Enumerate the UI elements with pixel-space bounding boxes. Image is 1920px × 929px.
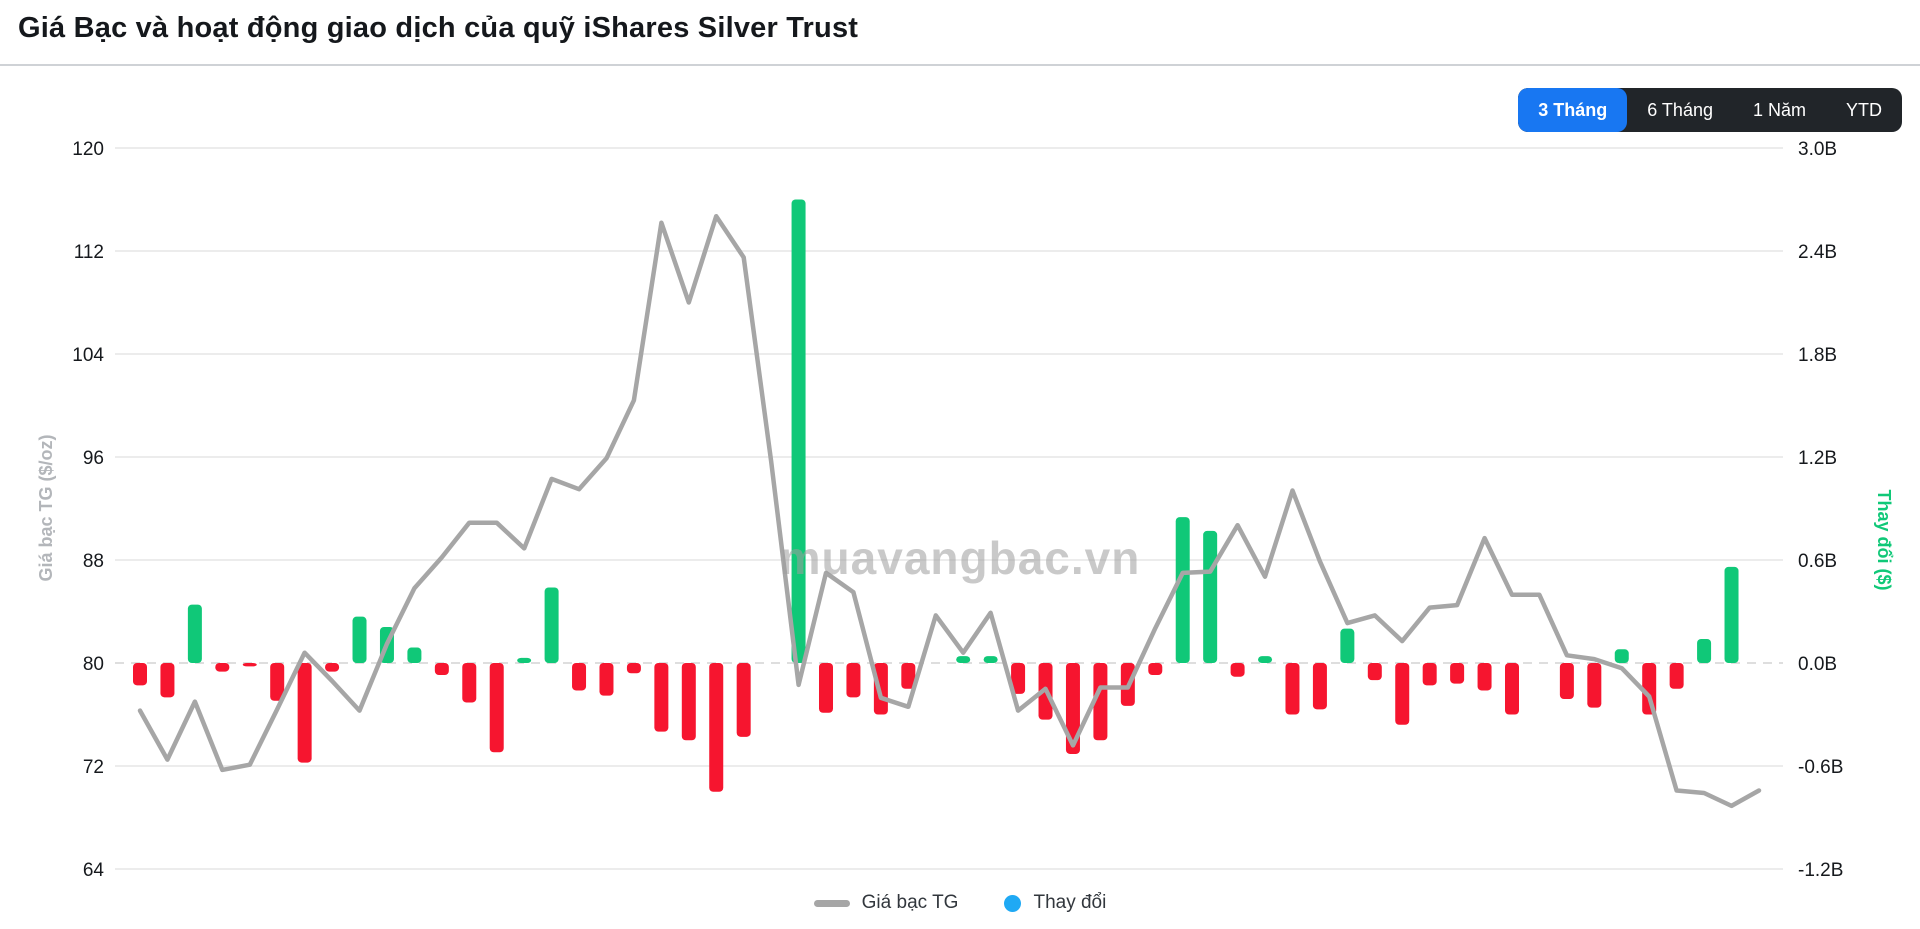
change-bar-negative [297,663,312,763]
left-axis-title: Giá bạc TG ($/oz) [36,434,56,581]
right-axis-tick-label: 3.0B [1798,139,1837,160]
change-bar-negative [1395,663,1410,725]
change-bar-negative [1587,663,1602,708]
change-bar-negative [626,663,641,674]
change-bar-positive [1724,566,1739,663]
change-bar-negative [1559,663,1574,700]
change-bar-negative [270,663,285,701]
range-button-1-nam[interactable]: 1 Năm [1733,88,1826,132]
change-bar-negative [901,663,916,689]
change-bar-positive [407,647,422,663]
change-bar-negative [846,663,861,698]
price-line [137,213,1762,809]
right-axis-tick-label: 0.6B [1798,551,1837,572]
change-bar-negative [709,663,724,792]
change-bar-negative [1669,663,1684,689]
right-axis-tick-label: -0.6B [1798,757,1843,778]
left-axis-tick-label: 120 [72,139,104,160]
left-axis-tick-label: 80 [83,654,104,675]
range-button-3-thang[interactable]: 3 Tháng [1518,88,1628,132]
right-axis-tick-label: 0.0B [1798,654,1837,675]
change-bar-positive [517,657,532,663]
change-bar-negative [242,663,257,667]
change-bar-negative [681,663,696,741]
right-axis-tick-label: 1.8B [1798,345,1837,366]
change-bar-negative [819,663,833,713]
left-axis-tick-label: 104 [72,345,104,366]
change-bar-negative [1422,663,1437,686]
change-bar-negative [1477,663,1492,691]
change-bar-negative [1285,663,1300,715]
change-bar-positive [1614,649,1629,663]
change-bar-negative [1065,663,1080,754]
left-axis-tick-label: 64 [83,860,105,881]
page-title: Giá Bạc và hoạt động giao dịch của quỹ i… [18,12,859,44]
left-axis-tick-label: 96 [83,448,104,469]
change-bar-negative [1312,663,1327,710]
change-bar-positive [1175,517,1190,663]
right-axis-tick-label: 1.2B [1798,448,1837,469]
change-bar-positive [544,587,559,663]
right-axis-title: Thay đổi ($) [1874,489,1894,590]
change-bar-negative [489,663,504,753]
change-bar-negative [1450,663,1465,684]
right-axis-tick-label: 2.4B [1798,242,1837,263]
change-bar-positive [1258,656,1273,663]
time-range-selector: 3 Tháng 6 Tháng 1 Năm YTD [1518,88,1902,132]
change-bar-negative [1230,663,1245,677]
change-bar-negative [572,663,587,691]
change-bar-negative [1148,663,1163,676]
change-bar-positive [791,199,806,663]
change-bar-negative [215,663,230,672]
change-bar-positive [1203,530,1218,663]
legend-label: Thay đổi [1033,892,1107,913]
legend-label: Giá bạc TG [861,892,959,913]
change-bar-negative [434,663,449,676]
change-bar-positive [352,616,367,663]
change-bar-positive [956,656,971,663]
change-bar-negative [654,663,669,732]
legend-item-change[interactable]: Thay đổi [1004,892,1106,914]
dot-swatch-icon [1004,894,1022,912]
change-bar-positive [983,656,998,663]
change-bar-negative [1093,663,1108,741]
left-axis-tick-label: 112 [74,242,104,263]
change-bar-negative [1011,663,1026,694]
change-bar-positive [1697,638,1712,663]
change-bar-negative [133,663,147,686]
right-axis-tick-label: -1.2B [1798,860,1843,881]
divider [0,64,1920,66]
range-button-6-thang[interactable]: 6 Tháng [1627,88,1733,132]
change-bar-negative [160,663,175,698]
change-bar-negative [599,663,614,696]
line-swatch-icon [813,899,850,907]
change-bar-negative [736,663,751,737]
legend-item-price[interactable]: Giá bạc TG [813,892,959,914]
left-axis-tick-label: 88 [83,551,104,572]
left-axis-tick-label: 72 [83,757,104,778]
change-bar-negative [1505,663,1519,715]
change-bar-positive [187,604,202,663]
change-bar-negative [1367,663,1382,681]
change-bar-positive [1340,628,1355,663]
change-bar-negative [325,663,340,672]
chart-legend: Giá bạc TG Thay đổi [0,892,1920,914]
change-bar-negative [462,663,477,703]
range-button-ytd[interactable]: YTD [1826,88,1902,132]
